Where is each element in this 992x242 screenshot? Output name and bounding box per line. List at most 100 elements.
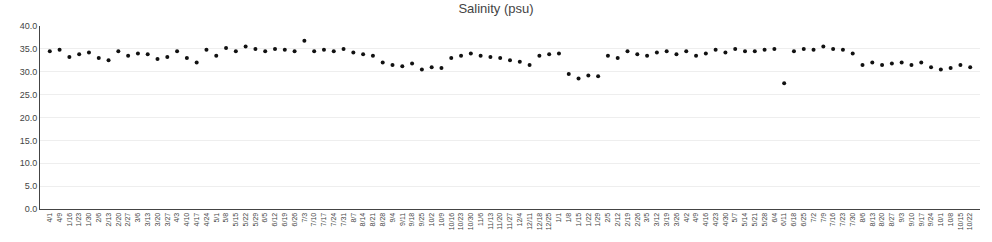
svg-text:1/30: 1/30 [85, 213, 92, 227]
svg-text:1/22: 1/22 [585, 213, 592, 227]
svg-text:8/28: 8/28 [379, 213, 386, 227]
svg-text:7/3: 7/3 [301, 213, 308, 223]
svg-text:7/30: 7/30 [849, 213, 856, 227]
svg-text:6/5: 6/5 [261, 213, 268, 223]
svg-text:9/11: 9/11 [399, 213, 406, 226]
svg-text:1/23: 1/23 [75, 213, 82, 227]
svg-text:11/20: 11/20 [496, 213, 503, 230]
svg-text:6/4: 6/4 [771, 213, 778, 223]
svg-text:4/10: 4/10 [183, 213, 190, 227]
svg-text:2/19: 2/19 [624, 213, 631, 227]
svg-text:5/21: 5/21 [751, 213, 758, 227]
svg-text:8/7: 8/7 [350, 213, 357, 223]
svg-text:7/24: 7/24 [330, 213, 337, 227]
svg-text:2/12: 2/12 [614, 213, 621, 227]
svg-text:5/8: 5/8 [222, 213, 229, 223]
svg-text:3/20: 3/20 [154, 213, 161, 227]
svg-text:10/15: 10/15 [957, 213, 964, 231]
svg-text:9/3: 9/3 [898, 213, 905, 223]
svg-text:6/12: 6/12 [271, 213, 278, 227]
svg-text:2/6: 2/6 [95, 213, 102, 223]
svg-text:10/22: 10/22 [966, 213, 973, 231]
svg-text:4/1: 4/1 [46, 213, 53, 223]
svg-text:10/23: 10/23 [457, 213, 464, 231]
svg-text:6/18: 6/18 [790, 213, 797, 227]
svg-text:5.0: 5.0 [25, 181, 38, 191]
svg-text:9/17: 9/17 [918, 213, 925, 227]
svg-text:5/15: 5/15 [232, 213, 239, 227]
svg-text:8/13: 8/13 [869, 213, 876, 227]
svg-text:9/25: 9/25 [418, 213, 425, 227]
svg-text:4/16: 4/16 [702, 213, 709, 227]
svg-text:3/12: 3/12 [653, 213, 660, 227]
svg-text:3/19: 3/19 [663, 213, 670, 227]
svg-text:7/10: 7/10 [310, 213, 317, 227]
svg-text:6/25: 6/25 [800, 213, 807, 227]
svg-text:11/27: 11/27 [506, 213, 513, 230]
svg-text:5/7: 5/7 [731, 213, 738, 223]
svg-text:1/29: 1/29 [594, 213, 601, 227]
svg-text:4/24: 4/24 [203, 213, 210, 227]
svg-text:2/5: 2/5 [604, 213, 611, 223]
svg-text:4/9: 4/9 [692, 213, 699, 223]
svg-text:40.0: 40.0 [20, 21, 38, 31]
svg-text:Salinity (psu): Salinity (psu) [458, 1, 533, 16]
svg-text:10.0: 10.0 [20, 158, 38, 168]
svg-text:5/14: 5/14 [741, 213, 748, 227]
svg-text:9/18: 9/18 [408, 213, 415, 227]
svg-text:10/1: 10/1 [937, 213, 944, 227]
svg-text:12/18: 12/18 [536, 213, 543, 231]
svg-text:4/9: 4/9 [56, 213, 63, 223]
svg-text:3/27: 3/27 [164, 213, 171, 227]
svg-text:11/13: 11/13 [487, 213, 494, 230]
svg-text:4/23: 4/23 [712, 213, 719, 227]
svg-text:7/2: 7/2 [810, 213, 817, 223]
svg-text:10/9: 10/9 [438, 213, 445, 227]
svg-text:7/16: 7/16 [829, 213, 836, 227]
svg-text:4/2: 4/2 [683, 213, 690, 223]
svg-text:7/17: 7/17 [320, 213, 327, 227]
svg-text:35.0: 35.0 [20, 44, 38, 54]
svg-text:8/14: 8/14 [359, 213, 366, 227]
svg-text:8/6: 8/6 [859, 213, 866, 223]
svg-text:3/5: 3/5 [643, 213, 650, 223]
svg-text:9/4: 9/4 [389, 213, 396, 223]
svg-text:2/26: 2/26 [634, 213, 641, 227]
svg-text:3/26: 3/26 [673, 213, 680, 227]
svg-text:25.0: 25.0 [20, 90, 38, 100]
svg-text:1/15: 1/15 [575, 213, 582, 227]
svg-text:3/13: 3/13 [144, 213, 151, 227]
svg-text:1/8: 1/8 [565, 213, 572, 223]
svg-text:1/1: 1/1 [555, 213, 562, 223]
svg-text:10/30: 10/30 [467, 213, 474, 231]
svg-text:9/24: 9/24 [927, 213, 934, 227]
svg-text:5/22: 5/22 [242, 213, 249, 227]
svg-text:10/8: 10/8 [947, 213, 954, 227]
svg-text:9/10: 9/10 [908, 213, 915, 227]
svg-text:7/31: 7/31 [340, 213, 347, 227]
svg-text:12/25: 12/25 [545, 213, 552, 231]
svg-text:8/20: 8/20 [878, 213, 885, 227]
svg-text:2/20: 2/20 [115, 213, 122, 227]
svg-text:5/1: 5/1 [213, 213, 220, 223]
svg-text:12/4: 12/4 [516, 213, 523, 227]
svg-text:10/2: 10/2 [428, 213, 435, 227]
svg-text:7/9: 7/9 [820, 213, 827, 223]
svg-text:4/17: 4/17 [193, 213, 200, 227]
svg-text:1/16: 1/16 [66, 213, 73, 227]
svg-text:7/23: 7/23 [839, 213, 846, 227]
svg-text:10/16: 10/16 [448, 213, 455, 231]
svg-text:4/30: 4/30 [722, 213, 729, 227]
svg-text:6/11: 6/11 [780, 213, 787, 226]
svg-text:30.0: 30.0 [20, 67, 38, 77]
svg-text:3/6: 3/6 [134, 213, 141, 223]
svg-text:20.0: 20.0 [20, 113, 38, 123]
svg-text:0.0: 0.0 [25, 204, 38, 214]
svg-text:12/11: 12/11 [526, 213, 533, 230]
svg-text:4/3: 4/3 [173, 213, 180, 223]
svg-text:2/13: 2/13 [105, 213, 112, 227]
svg-text:5/29: 5/29 [252, 213, 259, 227]
svg-text:5/28: 5/28 [761, 213, 768, 227]
svg-text:2/27: 2/27 [124, 213, 131, 227]
svg-text:6/19: 6/19 [281, 213, 288, 227]
